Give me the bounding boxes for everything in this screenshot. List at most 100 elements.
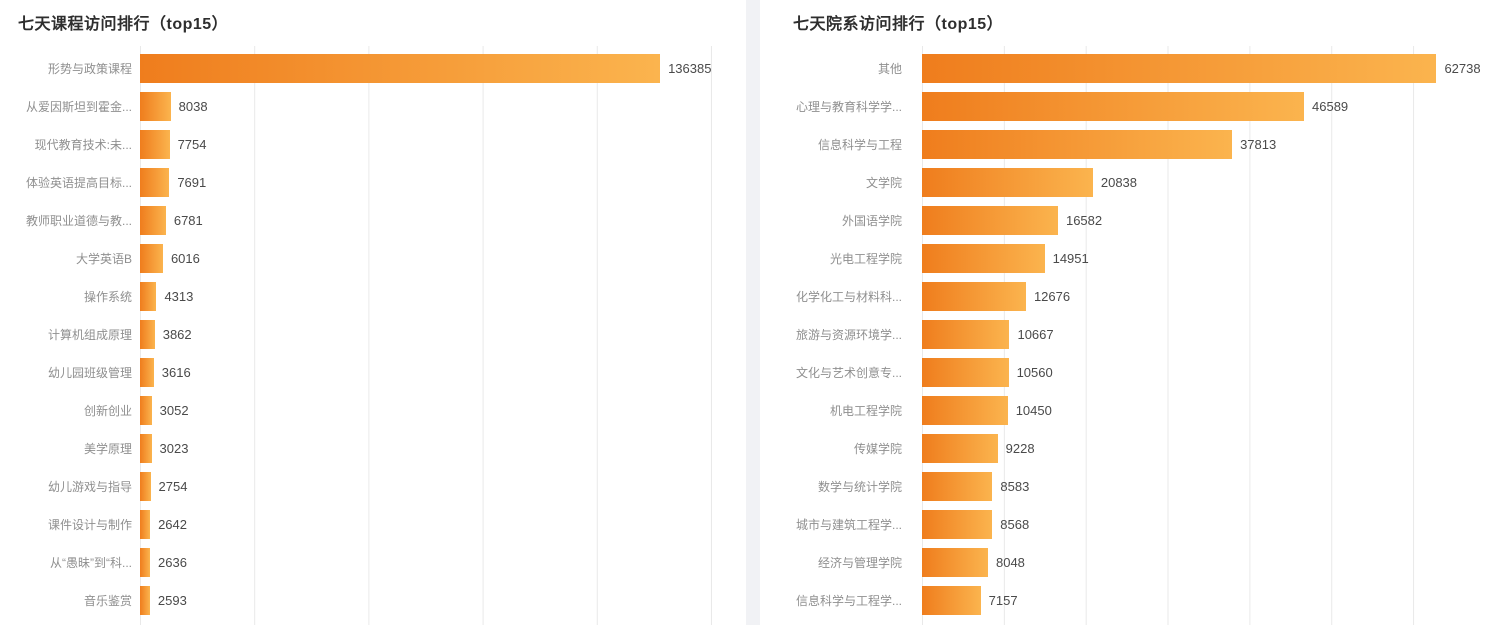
chart-row: 其他 62738 [760,49,1488,87]
category-label: 美学原理 [83,441,132,456]
bar [922,129,1233,159]
bar-track: 20838 [922,167,1488,197]
bar-track: 4313 [140,281,712,311]
chart-row: 光电工程学院 14951 [760,239,1488,277]
chart-rows: 形势与政策课程 136385 从爱因斯坦到霍金... 8038 现代教育技术:未... 7… [0,46,746,625]
chart-row: 传媒学院 9228 [760,429,1488,467]
bar-track: 3862 [140,319,712,349]
chart-row: 形势与政策课程 136385 [0,49,746,87]
bar [140,167,170,197]
value-label: 8048 [995,554,1025,570]
bar-track: 7754 [140,129,712,159]
value-label: 3052 [159,402,189,418]
value-label: 136385 [668,60,712,76]
chart-row: 外国语学院 16582 [760,201,1488,239]
chart-row: 机电工程学院 10450 [760,391,1488,429]
bar-track: 136385 [140,53,712,83]
value-label: 10560 [1016,364,1053,380]
chart-row: 大学英语B 6016 [0,239,746,277]
category-label: 幼儿游戏与指导 [47,479,132,494]
chart-row: 教师职业道德与教... 6781 [0,201,746,239]
bar [922,243,1045,273]
chart-row: 幼儿游戏与指导 2754 [0,467,746,505]
chart-row: 从爱因斯坦到霍金... 8038 [0,87,746,125]
category-label: 幼儿园班级管理 [47,365,132,380]
bar-track: 3616 [140,357,712,387]
bar [922,205,1058,235]
category-label: 从爱因斯坦到霍金... [25,99,132,114]
category-label: 信息科学与工程 [817,137,902,152]
chart-rows: 其他 62738 心理与教育科学学... 46589 信息科学与工程 37813 文学院 20… [760,46,1488,625]
chart-row: 体验英语提高目标... 7691 [0,163,746,201]
value-label: 46589 [1312,98,1349,114]
value-label: 3023 [159,440,189,456]
chart-row: 文学院 20838 [760,163,1488,201]
course-chart-title: 七天课程访问排行（top15） [18,16,229,33]
chart-row: 计算机组成原理 3862 [0,315,746,353]
category-label: 课件设计与制作 [47,517,132,532]
category-label: 创新创业 [83,403,132,418]
value-label: 3616 [161,364,191,380]
category-label: 形势与政策课程 [47,61,132,76]
category-label: 传媒学院 [853,441,902,456]
chart-row: 信息科学与工程 37813 [760,125,1488,163]
chart-row: 现代教育技术:未... 7754 [0,125,746,163]
value-label: 37813 [1240,136,1277,152]
course-bar-chart: 形势与政策课程 136385 从爱因斯坦到霍金... 8038 现代教育技术:未... 7… [0,46,746,625]
chart-row: 创新创业 3052 [0,391,746,429]
bar-track: 12676 [922,281,1488,311]
bar-track: 14951 [922,243,1488,273]
bar [922,547,988,577]
category-label: 数学与统计学院 [817,479,902,494]
bar [140,433,152,463]
bar-track: 62738 [922,53,1488,83]
bar [922,509,993,539]
value-label: 8568 [1000,516,1030,532]
bar-track: 8583 [922,471,1488,501]
bar-track: 2593 [140,585,712,615]
category-label: 心理与教育科学学... [795,99,902,114]
bar [140,509,151,539]
bar [140,395,152,425]
category-label: 机电工程学院 [829,403,902,418]
bar-track: 3052 [140,395,712,425]
chart-row: 城市与建筑工程学... 8568 [760,505,1488,543]
chart-row: 化学化工与材料科... 12676 [760,277,1488,315]
value-label: 4313 [164,288,194,304]
value-label: 20838 [1100,174,1138,190]
value-label: 14951 [1052,250,1089,266]
bar [140,471,151,501]
chart-row: 幼儿园班级管理 3616 [0,353,746,391]
bar [140,129,170,159]
bar-track: 10450 [922,395,1488,425]
chart-row: 操作系统 4313 [0,277,746,315]
category-label: 文学院 [865,175,902,190]
card-divider [746,0,760,625]
bar-track: 3023 [140,433,712,463]
category-label: 经济与管理学院 [817,555,902,570]
bar-track: 16582 [922,205,1488,235]
value-label: 7691 [177,174,207,190]
value-label: 10667 [1017,326,1054,342]
category-label: 城市与建筑工程学... [795,517,902,532]
bar-track: 46589 [922,91,1488,121]
value-label: 7754 [177,136,207,152]
category-label: 从“愚昧”到“科... [50,555,132,570]
bar [140,205,166,235]
value-label: 6016 [170,250,200,266]
bar-track: 8568 [922,509,1488,539]
bar [922,471,993,501]
chart-row: 从“愚昧”到“科... 2636 [0,543,746,581]
chart-row: 信息科学与工程学... 7157 [760,581,1488,619]
category-label: 音乐鉴赏 [83,593,132,608]
value-label: 12676 [1033,288,1071,304]
bar [922,433,998,463]
department-bar-chart: 其他 62738 心理与教育科学学... 46589 信息科学与工程 37813 文学院 20… [760,46,1488,625]
category-label: 大学英语B [75,251,132,266]
bar [922,319,1010,349]
value-label: 9228 [1005,440,1035,456]
value-label: 62738 [1444,60,1481,76]
bar [922,167,1093,197]
chart-gridlines [140,46,712,625]
chart-row: 数学与统计学院 8583 [760,467,1488,505]
